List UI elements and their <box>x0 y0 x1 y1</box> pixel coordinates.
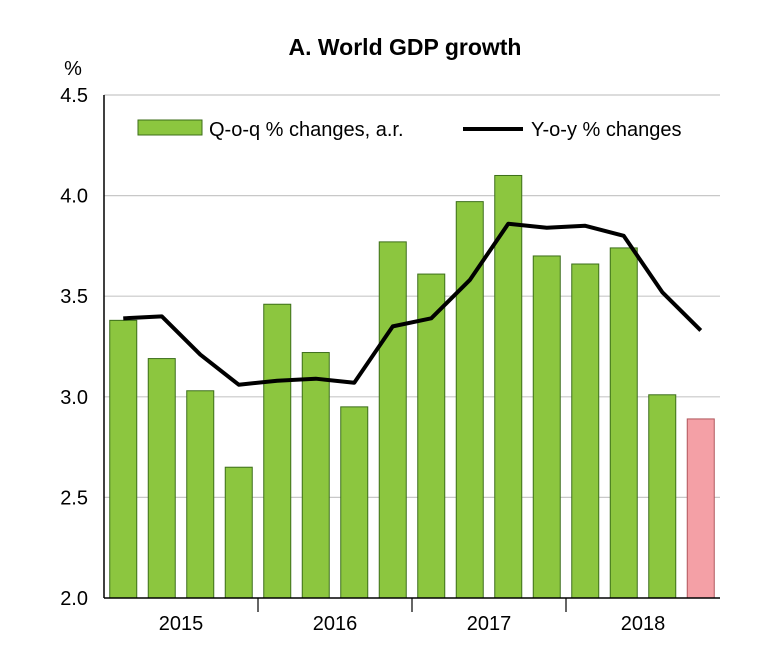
chart-title: A. World GDP growth <box>289 34 522 60</box>
bar <box>301 352 330 599</box>
bar <box>147 358 176 599</box>
yoy-line <box>123 221 703 387</box>
y-tick-label: 3.0 <box>60 387 88 409</box>
bar-projection <box>686 418 715 599</box>
bar <box>224 466 253 599</box>
y-axis-unit-label: % <box>64 58 82 80</box>
y-tick-label: 4.5 <box>60 85 88 107</box>
x-tick-label: 2015 <box>159 613 204 635</box>
bar <box>609 247 638 599</box>
bar <box>648 394 677 599</box>
bar <box>494 174 523 599</box>
y-tick-label: 2.5 <box>60 487 88 509</box>
bar <box>186 390 215 599</box>
bar <box>109 319 138 599</box>
line-series <box>123 221 703 387</box>
x-tick-label: 2016 <box>313 613 358 635</box>
legend-bar-swatch <box>137 119 203 136</box>
bar-series <box>109 174 715 599</box>
legend: Q-o-q % changes, a.r. Y-o-y % changes <box>137 119 681 141</box>
y-tick-label: 4.0 <box>60 186 88 208</box>
bar <box>532 255 561 599</box>
y-tick-label: 2.0 <box>60 588 88 610</box>
bar <box>378 241 407 599</box>
axes: 2.0 2.5 3.0 3.5 4.0 4.5 2015 2016 2017 2018 <box>60 85 720 635</box>
legend-line-label: Y-o-y % changes <box>531 119 681 141</box>
bar <box>455 201 484 599</box>
bar <box>417 273 446 599</box>
y-tick-label: 3.5 <box>60 286 88 308</box>
x-tick-label: 2018 <box>621 613 666 635</box>
bar <box>571 263 600 599</box>
legend-bar-label: Q-o-q % changes, a.r. <box>209 119 404 141</box>
bar <box>340 406 369 599</box>
bar <box>263 303 292 599</box>
x-tick-label: 2017 <box>467 613 512 635</box>
